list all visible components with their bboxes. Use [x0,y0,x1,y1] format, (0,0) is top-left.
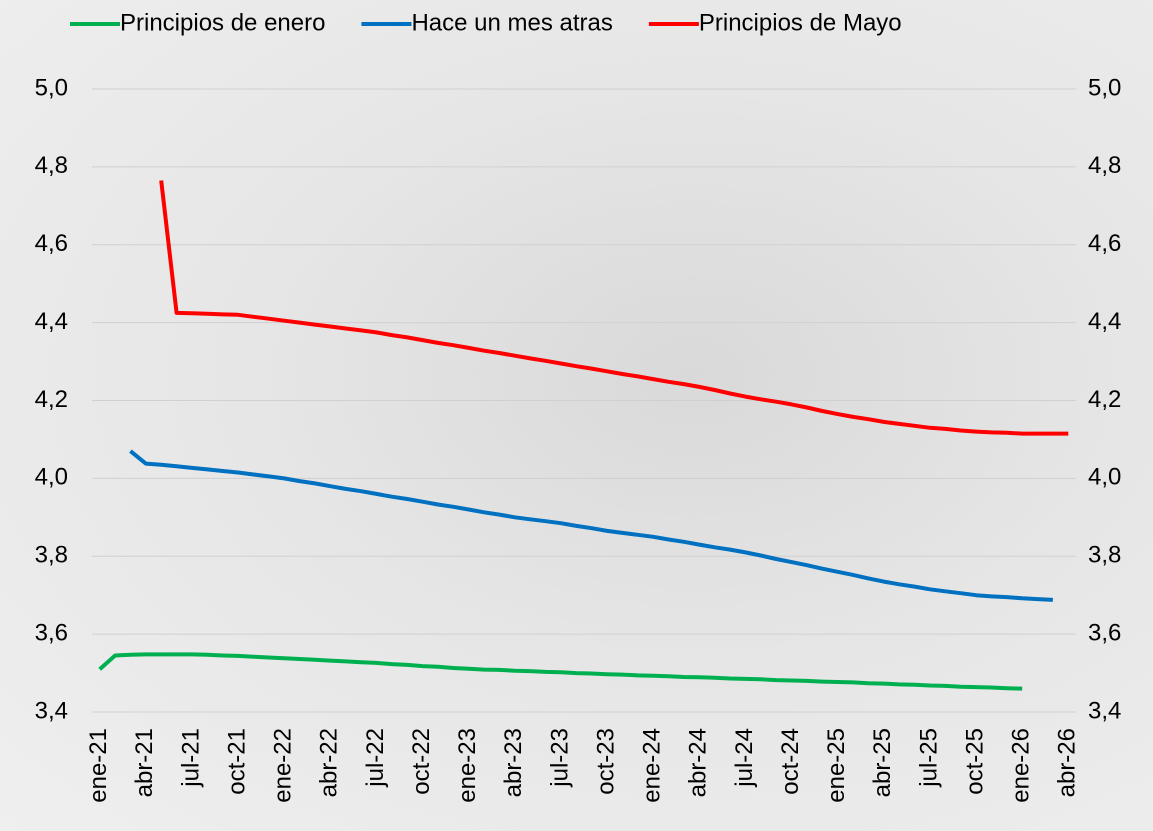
x-tick-label: abr-24 [685,728,712,797]
y2-tick-label: 4,0 [1088,464,1121,491]
x-tick-label: abr-22 [316,728,343,797]
y-tick-label: 4,8 [35,152,68,179]
y-tick-label: 4,6 [35,230,68,257]
y2-tick-label: 4,6 [1088,230,1121,257]
x-tick-label: ene-24 [639,728,666,803]
x-tick-label: ene-25 [823,728,850,803]
series-line [129,449,1054,602]
y-tick-label: 3,6 [35,619,68,646]
series-line [159,180,1069,436]
x-tick-label: jul-25 [915,728,942,788]
y-tick-label: 3,4 [35,697,68,724]
y2-tick-label: 4,4 [1088,308,1121,335]
x-tick-label: jul-21 [177,728,204,788]
y-tick-label: 4,2 [35,386,68,413]
x-tick-label: oct-22 [408,728,435,795]
x-tick-label: abr-25 [869,728,896,797]
y2-tick-label: 3,4 [1088,697,1121,724]
legend-label: Principios de Mayo [699,9,902,36]
legend-label: Hace un mes atras [411,9,612,36]
y2-tick-label: 4,8 [1088,152,1121,179]
y-tick-label: 3,8 [35,542,68,569]
y-tick-label: 4,4 [35,308,68,335]
x-tick-label: ene-23 [454,728,481,803]
x-tick-label: ene-26 [1008,728,1035,803]
y-tick-label: 5,0 [35,74,68,101]
x-tick-label: abr-21 [131,728,158,797]
x-tick-label: ene-22 [270,728,297,803]
y2-tick-label: 3,8 [1088,542,1121,569]
x-tick-label: oct-25 [961,728,988,795]
x-tick-label: oct-24 [777,728,804,795]
y-tick-label: 4,0 [35,464,68,491]
x-tick-label: abr-26 [1054,728,1081,797]
legend-label: Principios de enero [120,9,325,36]
y2-tick-label: 4,2 [1088,386,1121,413]
x-tick-label: ene-21 [85,728,112,803]
y2-tick-label: 5,0 [1088,74,1121,101]
x-tick-label: oct-21 [223,728,250,795]
series-line [98,652,1023,691]
y2-tick-label: 3,6 [1088,619,1121,646]
x-tick-label: abr-23 [500,728,527,797]
x-tick-label: jul-23 [546,728,573,788]
x-tick-label: jul-24 [731,728,758,788]
x-tick-label: oct-23 [592,728,619,795]
x-tick-label: jul-22 [362,728,389,788]
